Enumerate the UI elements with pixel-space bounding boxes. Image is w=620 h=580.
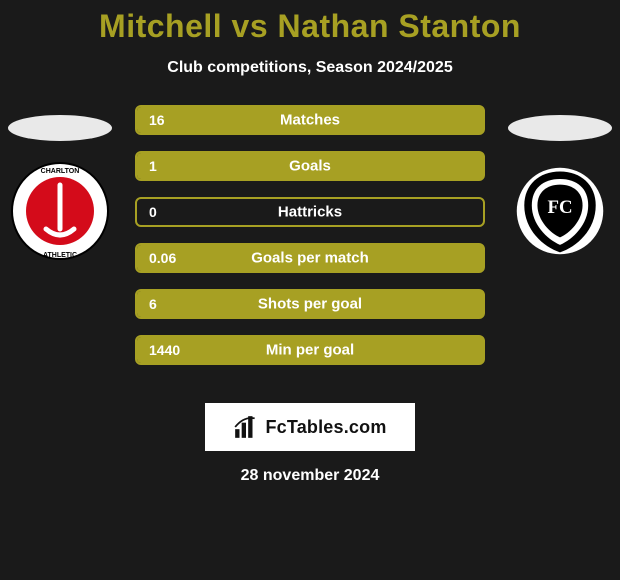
stats-list: 16 Matches 1 Goals 0 Hattricks 0.06 Goal… bbox=[135, 105, 485, 365]
page-title: Mitchell vs Nathan Stanton bbox=[0, 0, 620, 45]
stat-row-goals: 1 Goals bbox=[135, 151, 485, 181]
stat-label: Shots per goal bbox=[258, 296, 362, 313]
stat-value: 0.06 bbox=[149, 250, 176, 266]
right-player-marker bbox=[508, 115, 612, 141]
right-crest-icon: FC bbox=[513, 164, 607, 258]
brand-label: FcTables.com bbox=[265, 417, 386, 438]
svg-text:ATHLETIC: ATHLETIC bbox=[43, 252, 77, 259]
svg-text:FC: FC bbox=[547, 197, 572, 218]
stat-row-matches: 16 Matches bbox=[135, 105, 485, 135]
svg-text:CHARLTON: CHARLTON bbox=[41, 168, 80, 175]
right-club-crest: FC bbox=[510, 161, 610, 261]
stat-value: 0 bbox=[149, 204, 157, 220]
left-player-marker bbox=[8, 115, 112, 141]
stat-label: Matches bbox=[280, 112, 340, 129]
stat-value: 6 bbox=[149, 296, 157, 312]
subtitle: Club competitions, Season 2024/2025 bbox=[0, 59, 620, 77]
stat-label: Goals bbox=[289, 158, 331, 175]
stat-label: Hattricks bbox=[278, 204, 342, 221]
stat-row-spg: 6 Shots per goal bbox=[135, 289, 485, 319]
footer-date: 28 november 2024 bbox=[0, 467, 620, 485]
comparison-panel: CHARLTON ATHLETIC FC 16 Matches 1 Goals bbox=[0, 105, 620, 395]
stat-row-mpg: 1440 Min per goal bbox=[135, 335, 485, 365]
brand-box: FcTables.com bbox=[205, 403, 415, 451]
charlton-crest-icon: CHARLTON ATHLETIC bbox=[10, 161, 110, 261]
left-player-column: CHARLTON ATHLETIC bbox=[0, 105, 120, 261]
stat-label: Min per goal bbox=[266, 342, 354, 359]
bars-icon bbox=[233, 414, 259, 440]
stat-label: Goals per match bbox=[251, 250, 369, 267]
stat-value: 1 bbox=[149, 158, 157, 174]
stat-row-hattricks: 0 Hattricks bbox=[135, 197, 485, 227]
stat-value: 16 bbox=[149, 112, 165, 128]
right-player-column: FC bbox=[500, 105, 620, 261]
left-club-crest: CHARLTON ATHLETIC bbox=[10, 161, 110, 261]
stat-row-gpm: 0.06 Goals per match bbox=[135, 243, 485, 273]
stat-value: 1440 bbox=[149, 342, 180, 358]
